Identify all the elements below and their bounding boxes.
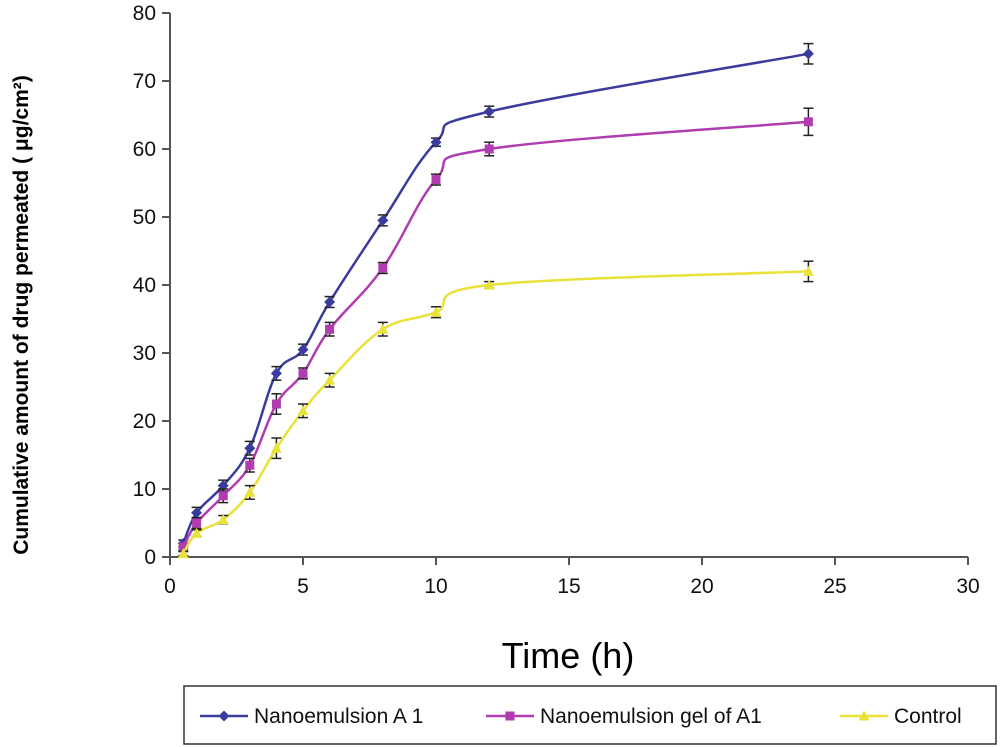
series-line [182,52,809,544]
legend-item: Nanoemulsion gel of A1 [486,705,762,728]
legend-item: Nanoemulsion A 1 [200,705,423,728]
x-tick-label: 0 [164,575,176,598]
data-point [430,306,442,317]
y-tick-label: 10 [133,478,156,501]
data-point [297,344,309,356]
data-point [483,106,495,118]
x-tick-label: 30 [956,575,979,598]
data-point [217,514,229,525]
data-point [218,491,228,501]
legend-marker [505,711,515,721]
series-2 [178,107,814,552]
data-point [270,367,282,379]
data-point [483,279,495,290]
data-point [378,263,388,273]
data-point [178,542,188,552]
y-tick-label: 80 [133,2,156,25]
legend-label: Control [894,705,962,728]
x-tick-label: 10 [424,575,447,598]
data-point [377,214,389,226]
data-point [245,460,255,470]
data-point [803,117,813,127]
x-tick-label: 25 [823,575,846,598]
data-point [298,368,308,378]
data-point [431,175,441,185]
data-point [192,518,202,528]
x-tick-label: 5 [297,575,309,598]
legend: Nanoemulsion A 1 Nanoemulsion gel of A1 Co… [183,685,997,745]
legend-label: Nanoemulsion A 1 [254,705,423,728]
x-axis-title: Time (h) [502,635,635,676]
y-tick-label: 0 [144,546,156,569]
data-point [270,442,282,453]
data-point [377,323,389,334]
data-point [324,374,336,385]
y-tick-label: 40 [133,274,156,297]
data-point [191,527,203,538]
legend-label: Nanoemulsion gel of A1 [540,705,762,728]
y-tick-label: 60 [133,138,156,161]
data-point [484,144,494,154]
data-point [271,399,281,409]
series-1 [177,42,814,549]
legend-marker [858,710,870,721]
y-tick-label: 50 [133,206,156,229]
y-tick-label: 30 [133,342,156,365]
data-point [297,405,309,416]
data-point [244,486,256,497]
series-layer [177,42,814,559]
y-axis-title: Cumulative amount of drug permeated ( μg… [10,75,33,555]
legend-item: Control [840,705,962,728]
x-tick-label: 20 [690,575,713,598]
y-tick-label: 70 [133,70,156,93]
data-point [177,548,189,559]
series-3 [177,260,814,559]
data-point [430,136,442,148]
data-point [191,507,203,519]
data-point [802,48,814,60]
y-tick-label: 20 [133,410,156,433]
data-point [244,442,256,454]
x-tick-label: 15 [557,575,580,598]
data-point [802,265,814,276]
legend-marker [218,710,230,722]
data-point [325,324,335,334]
series-line [182,120,809,548]
axes: 0 10 20 30 40 50 60 70 80 0 5 10 15 20 25 30 [133,2,980,598]
data-point [324,296,336,308]
